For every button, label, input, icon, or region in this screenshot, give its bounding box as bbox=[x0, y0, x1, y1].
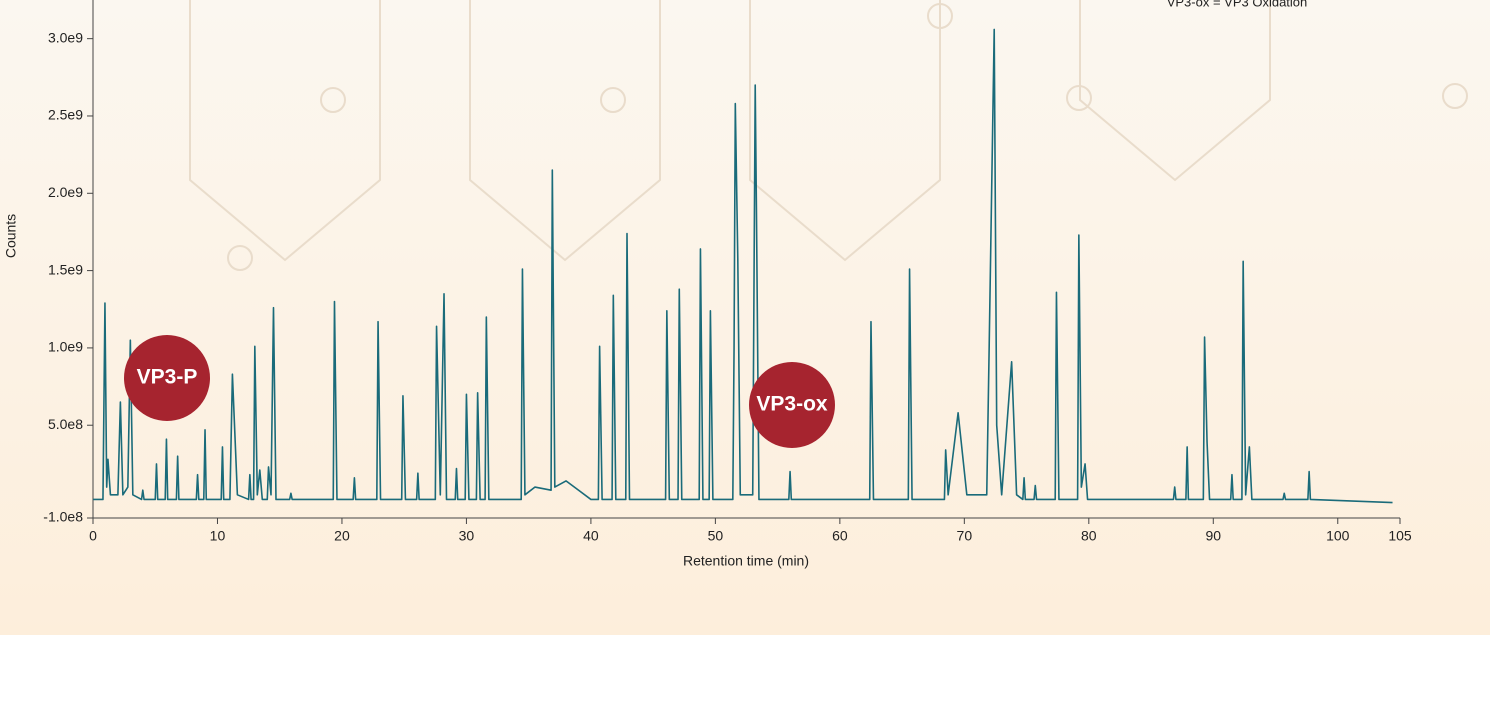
x-tick-label: 30 bbox=[459, 528, 475, 544]
x-tick-label: 100 bbox=[1326, 528, 1350, 544]
y-tick-label: 2.0e9 bbox=[48, 184, 83, 200]
y-axis-label: Counts bbox=[3, 214, 19, 258]
y-tick-label: 1.0e9 bbox=[48, 339, 83, 355]
annotation: VP3-ox bbox=[756, 393, 828, 416]
y-tick-label: 5.0e8 bbox=[48, 416, 83, 432]
x-tick-label: 0 bbox=[89, 528, 97, 544]
x-tick-label: 20 bbox=[334, 528, 350, 544]
background-decoration bbox=[189, 0, 1468, 271]
x-tick-label: 80 bbox=[1081, 528, 1097, 544]
y-tick-label: 2.5e9 bbox=[48, 107, 83, 123]
annotation-badge bbox=[749, 362, 835, 448]
y-tick-label: 1.5e9 bbox=[48, 261, 83, 277]
chart-background bbox=[0, 0, 1490, 635]
x-tick-label: 40 bbox=[583, 528, 599, 544]
x-axis-label: Retention time (min) bbox=[683, 553, 809, 569]
annotation-badge bbox=[124, 335, 210, 421]
annotation: VP3-P bbox=[137, 366, 198, 389]
y-tick-label: 3.0e9 bbox=[48, 29, 83, 45]
x-tick-label: 60 bbox=[832, 528, 848, 544]
data-line bbox=[93, 28, 1393, 504]
x-tick-label: 10 bbox=[210, 528, 226, 544]
x-tick-label: 50 bbox=[708, 528, 724, 544]
y-tick-label: -1.0e8 bbox=[43, 509, 83, 525]
legend-note: VP3-ox = VP3 Oxidation bbox=[1167, 0, 1308, 9]
x-tick-label: 90 bbox=[1205, 528, 1221, 544]
plot-area bbox=[93, 28, 1393, 504]
x-tick-label: 70 bbox=[957, 528, 973, 544]
x-tick-label: 105 bbox=[1388, 528, 1412, 544]
